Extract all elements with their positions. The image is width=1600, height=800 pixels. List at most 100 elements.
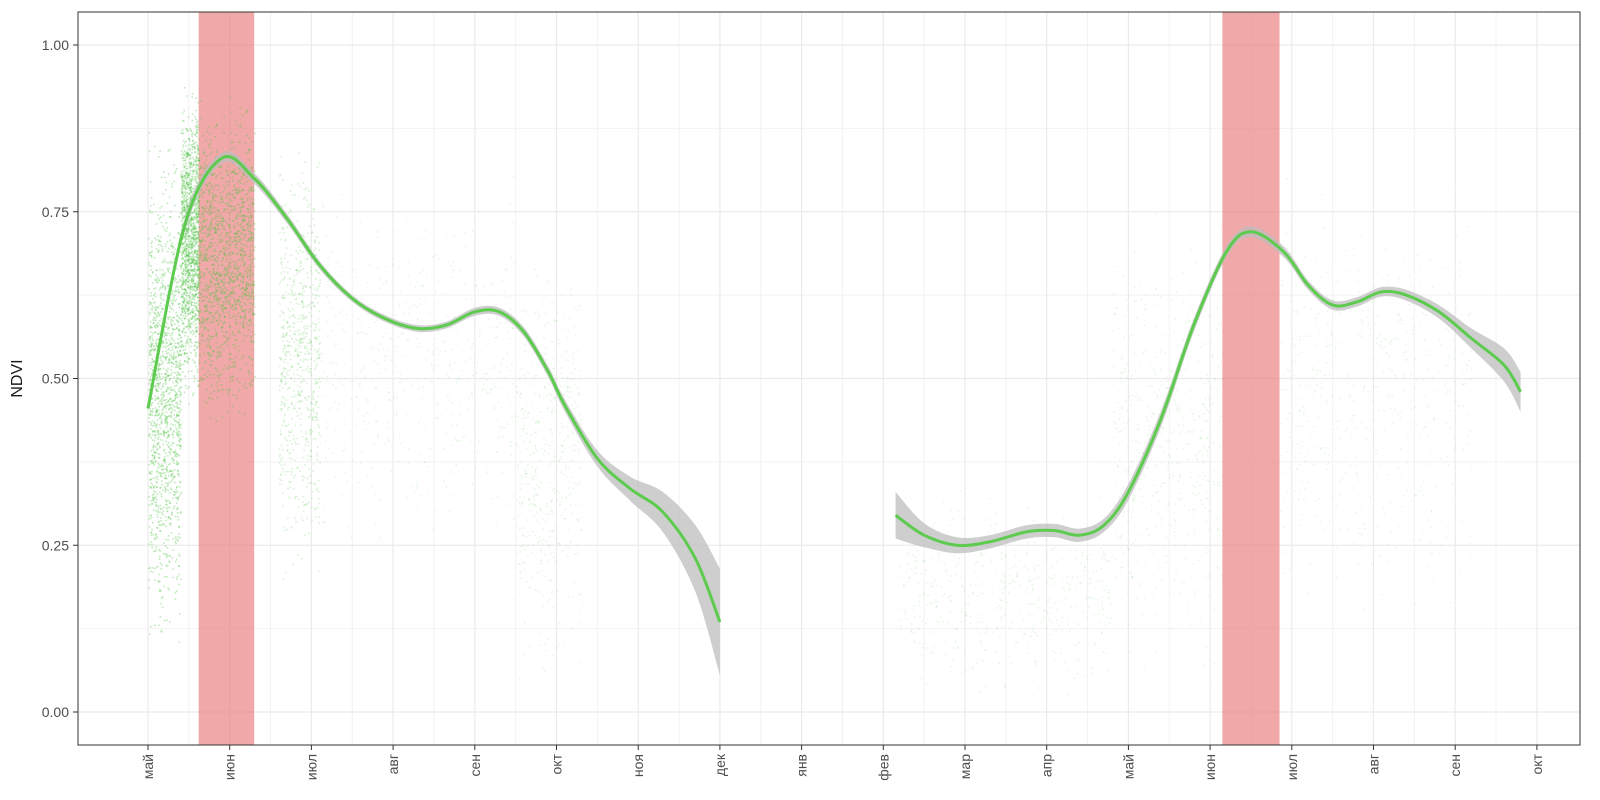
scatter-point	[197, 199, 199, 201]
scatter-point	[183, 352, 186, 354]
scatter-point	[451, 401, 454, 404]
scatter-point	[175, 451, 177, 454]
scatter-point	[216, 357, 218, 360]
scatter-point	[290, 431, 292, 434]
scatter-point	[149, 384, 152, 386]
scatter-point	[175, 486, 178, 489]
scatter-point	[298, 303, 300, 306]
scatter-point	[167, 367, 169, 370]
scatter-point	[235, 239, 237, 241]
scatter-point	[253, 306, 256, 308]
scatter-point	[228, 353, 231, 355]
scatter-point	[190, 278, 193, 280]
scatter-point	[318, 502, 321, 505]
scatter-point	[223, 284, 226, 287]
scatter-point	[187, 187, 190, 189]
scatter-point	[233, 208, 236, 211]
scatter-point	[302, 519, 305, 522]
scatter-point	[190, 244, 193, 247]
scatter-point	[154, 407, 157, 409]
scatter-point	[316, 417, 318, 419]
scatter-point	[213, 374, 215, 376]
scatter-point	[191, 341, 193, 344]
scatter-point	[206, 258, 208, 261]
scatter-point	[151, 546, 153, 549]
scatter-point	[192, 253, 194, 256]
scatter-point	[211, 315, 214, 317]
scatter-point	[208, 311, 211, 313]
scatter-point	[189, 341, 192, 343]
scatter-point	[253, 233, 255, 236]
scatter-point	[186, 182, 188, 185]
scatter-point	[182, 209, 184, 212]
scatter-point	[199, 230, 201, 232]
scatter-point	[282, 336, 285, 338]
scatter-point	[195, 159, 197, 161]
scatter-point	[317, 446, 319, 448]
scatter-point	[187, 183, 189, 186]
scatter-point	[237, 268, 240, 270]
scatter-point	[165, 230, 168, 232]
scatter-point	[299, 366, 301, 369]
scatter-point	[284, 238, 287, 241]
scatter-point	[194, 235, 197, 238]
scatter-point	[221, 289, 224, 292]
scatter-point	[191, 261, 194, 263]
scatter-point	[314, 382, 316, 385]
scatter-point	[191, 261, 194, 264]
scatter-point	[165, 468, 167, 471]
scatter-point	[227, 231, 230, 234]
scatter-point	[239, 237, 242, 240]
scatter-point	[315, 338, 318, 341]
scatter-point	[305, 441, 308, 444]
scatter-point	[197, 213, 200, 216]
scatter-point	[186, 272, 188, 275]
scatter-point	[171, 408, 174, 411]
scatter-point	[288, 423, 290, 426]
scatter-point	[180, 578, 182, 581]
scatter-point	[233, 279, 235, 282]
scatter-point	[153, 322, 155, 324]
scatter-point	[316, 301, 319, 304]
scatter-point	[164, 320, 167, 323]
scatter-point	[286, 321, 289, 324]
scatter-point	[314, 239, 316, 242]
scatter-point	[167, 434, 169, 436]
scatter-point	[282, 375, 284, 377]
scatter-point	[216, 346, 219, 349]
scatter-point	[191, 233, 193, 235]
scatter-point	[172, 253, 175, 256]
scatter-point	[285, 334, 288, 336]
scatter-point	[164, 418, 167, 420]
scatter-point	[192, 228, 195, 230]
scatter-point	[188, 203, 190, 205]
scatter-point	[212, 350, 214, 352]
scatter-point	[189, 330, 192, 333]
scatter-point	[216, 303, 219, 305]
scatter-point	[159, 368, 161, 370]
scatter-point	[202, 215, 205, 218]
scatter-point	[219, 274, 222, 277]
scatter-point	[183, 292, 185, 294]
scatter-point	[182, 202, 185, 204]
scatter-point	[179, 445, 182, 448]
scatter-point	[157, 278, 160, 281]
scatter-point	[185, 258, 188, 261]
scatter-point	[250, 296, 252, 299]
scatter-point	[284, 358, 287, 360]
scatter-point	[194, 285, 196, 288]
scatter-point	[152, 498, 154, 501]
scatter-point	[205, 305, 208, 307]
scatter-point	[248, 149, 251, 151]
scatter-point	[300, 351, 302, 354]
scatter-point	[156, 509, 159, 511]
scatter-point	[186, 230, 189, 232]
scatter-point	[208, 144, 210, 146]
scatter-point	[281, 372, 283, 374]
scatter-point	[177, 473, 180, 475]
scatter-point	[183, 307, 185, 309]
scatter-point	[164, 378, 167, 381]
scatter-point	[188, 255, 191, 258]
scatter-point	[155, 496, 157, 498]
scatter-point	[223, 188, 226, 190]
